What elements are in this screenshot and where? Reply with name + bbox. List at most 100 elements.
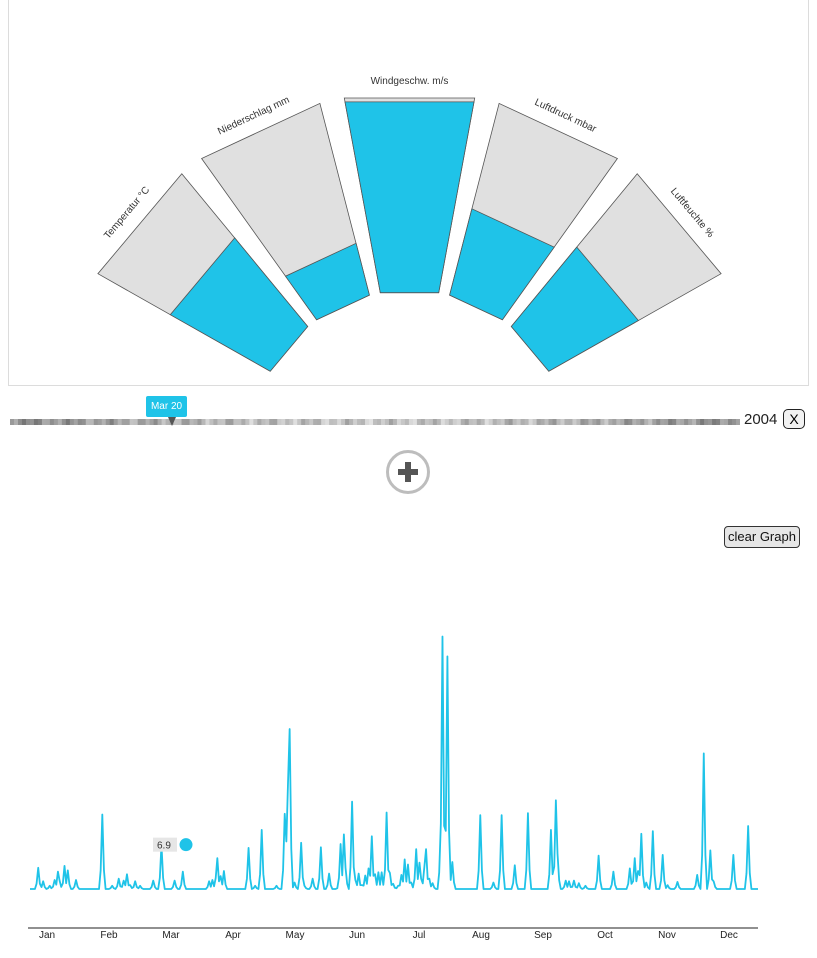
timeline-cell[interactable] <box>612 419 617 425</box>
timeline-cell[interactable] <box>109 419 115 425</box>
timeline-cell[interactable] <box>313 419 318 425</box>
timeline-cell[interactable] <box>456 419 462 425</box>
timeline-cell[interactable] <box>261 419 266 425</box>
timeline-cell[interactable] <box>177 419 183 425</box>
timeline-cell[interactable] <box>580 419 586 425</box>
timeline-cell[interactable] <box>277 419 282 425</box>
timeline-cell[interactable] <box>676 419 681 425</box>
timeline-cell[interactable] <box>165 419 171 425</box>
date-marker-handle[interactable] <box>168 417 176 426</box>
timeline-cell[interactable] <box>472 419 478 425</box>
timeline-cell[interactable] <box>552 419 558 425</box>
timeline-cell[interactable] <box>269 419 274 425</box>
timeline-cell[interactable] <box>65 419 71 425</box>
timeline-cell[interactable] <box>329 419 334 425</box>
timeline-cell[interactable] <box>496 419 502 425</box>
timeline-cell[interactable] <box>428 419 434 425</box>
timeline-cell[interactable] <box>556 419 562 425</box>
timeline-cell[interactable] <box>297 419 302 425</box>
timeline-cell[interactable] <box>732 419 737 425</box>
timeline-cell[interactable] <box>652 419 657 425</box>
timeline-cell[interactable] <box>620 419 625 425</box>
timeline-cell[interactable] <box>345 419 350 425</box>
timeline-cell[interactable] <box>225 419 230 425</box>
timeline-cell[interactable] <box>145 419 151 425</box>
timeline-cell[interactable] <box>724 419 729 425</box>
timeline-cell[interactable] <box>149 419 155 425</box>
timeline-cell[interactable] <box>544 419 550 425</box>
timeline-cell[interactable] <box>233 419 238 425</box>
timeline-cell[interactable] <box>596 419 601 425</box>
timeline-cell[interactable] <box>185 419 191 425</box>
timeline-cell[interactable] <box>365 419 370 425</box>
timeline-cell[interactable] <box>440 419 446 425</box>
timeline-cell[interactable] <box>37 419 43 425</box>
timeline-cell[interactable] <box>373 419 378 425</box>
timeline-cell[interactable] <box>480 419 486 425</box>
timeline-cell[interactable] <box>289 419 294 425</box>
timeline-cell[interactable] <box>217 419 223 425</box>
timeline-cell[interactable] <box>572 419 578 425</box>
timeline-cell[interactable] <box>13 419 19 425</box>
timeline-cell[interactable] <box>77 419 83 425</box>
timeline-cell[interactable] <box>388 419 394 425</box>
timeline-cell[interactable] <box>568 419 574 425</box>
timeline-cell[interactable] <box>157 419 163 425</box>
timeline-cell[interactable] <box>416 419 422 425</box>
timeline-cell[interactable] <box>656 419 661 425</box>
timeline-cell[interactable] <box>285 419 290 425</box>
timeline-cell[interactable] <box>10 419 15 425</box>
timeline-cell[interactable] <box>380 419 386 425</box>
timeline-cell[interactable] <box>536 419 542 425</box>
timeline-strip[interactable] <box>10 419 740 425</box>
timeline-cell[interactable] <box>384 419 390 425</box>
timeline-cell[interactable] <box>600 419 605 425</box>
timeline-cell[interactable] <box>716 419 721 425</box>
timeline-cell[interactable] <box>121 419 127 425</box>
timeline-cell[interactable] <box>53 419 59 425</box>
timeline-cell[interactable] <box>468 419 474 425</box>
timeline-cell[interactable] <box>508 419 514 425</box>
timeline-cell[interactable] <box>309 419 314 425</box>
clear-graph-button[interactable]: clear Graph <box>724 526 800 548</box>
timeline-cell[interactable] <box>305 419 310 425</box>
timeline-cell[interactable] <box>301 419 306 425</box>
timeline-cell[interactable] <box>357 419 362 425</box>
timeline-cell[interactable] <box>141 419 147 425</box>
timeline-cell[interactable] <box>349 419 354 425</box>
timeline-cell[interactable] <box>560 419 566 425</box>
timeline-cell[interactable] <box>436 419 442 425</box>
timeline-cell[interactable] <box>133 419 139 425</box>
timeline-cell[interactable] <box>564 419 570 425</box>
timeline-cell[interactable] <box>500 419 506 425</box>
timeline-cell[interactable] <box>648 419 653 425</box>
timeline-cell[interactable] <box>636 419 641 425</box>
timeline-cell[interactable] <box>476 419 482 425</box>
timeline-cell[interactable] <box>197 419 203 425</box>
timeline-cell[interactable] <box>281 419 286 425</box>
timeline-cell[interactable] <box>293 419 298 425</box>
timeline-cell[interactable] <box>125 419 131 425</box>
timeline-cell[interactable] <box>25 419 31 425</box>
timeline-cell[interactable] <box>29 419 35 425</box>
timeline-cell[interactable] <box>85 419 91 425</box>
timeline-cell[interactable] <box>117 419 123 425</box>
timeline-cell[interactable] <box>408 419 414 425</box>
timeline-cell[interactable] <box>333 419 338 425</box>
timeline-cell[interactable] <box>205 419 211 425</box>
timeline-cell[interactable] <box>161 419 167 425</box>
date-marker-label[interactable]: Mar 20 <box>146 396 187 417</box>
timeline-cell[interactable] <box>241 419 246 425</box>
timeline-cell[interactable] <box>404 419 410 425</box>
timeline-cell[interactable] <box>712 419 717 425</box>
timeline-cell[interactable] <box>420 419 426 425</box>
timeline-cell[interactable] <box>412 419 418 425</box>
timeline-cell[interactable] <box>249 419 254 425</box>
timeline-cell[interactable] <box>81 419 87 425</box>
timeline-cell[interactable] <box>728 419 733 425</box>
timeline-cell[interactable] <box>189 419 195 425</box>
timeline-cell[interactable] <box>73 419 79 425</box>
timeline-cell[interactable] <box>640 419 645 425</box>
timeline-cell[interactable] <box>265 419 270 425</box>
timeline-cell[interactable] <box>396 419 402 425</box>
